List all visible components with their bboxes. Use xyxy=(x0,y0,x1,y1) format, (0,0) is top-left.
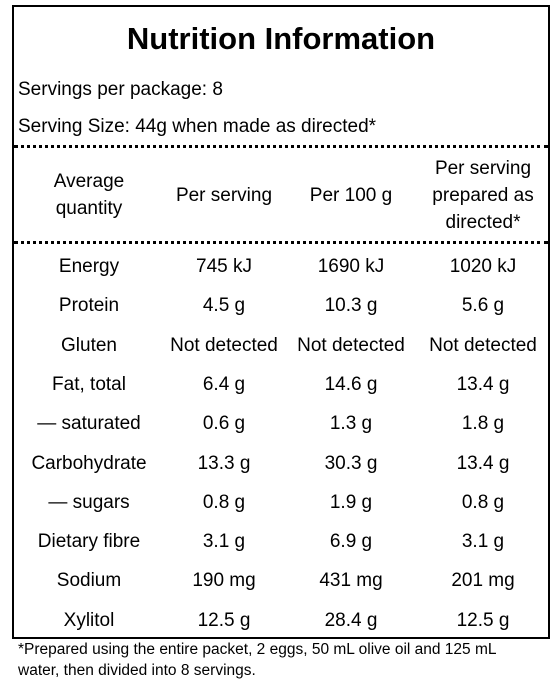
nutrient-label: — sugars xyxy=(48,491,130,513)
divider xyxy=(14,241,548,244)
nutrient-label: Gluten xyxy=(61,334,117,356)
value-cell: 190 mg xyxy=(192,570,256,592)
value-cell: 1690 kJ xyxy=(317,256,385,277)
value-cell: 0.6 g xyxy=(202,413,246,435)
title: Nutrition Information xyxy=(126,21,436,56)
nutrient-label: Xylitol xyxy=(63,609,115,631)
footnote: *Prepared using the entire packet, 2 egg… xyxy=(18,641,496,679)
value-cell: 30.3 g xyxy=(324,452,378,474)
value-cell: 3.1 g xyxy=(202,531,246,553)
value-cell: 12.5 g xyxy=(197,609,251,631)
value-cell: 4.5 g xyxy=(202,295,246,317)
nutrient-label: Carbohydrate xyxy=(31,452,147,474)
value-cell: 13.4 g xyxy=(456,373,510,395)
column-header: Per serving xyxy=(175,184,273,206)
divider xyxy=(14,145,548,148)
serving-size: Serving Size: 44g when made as directed* xyxy=(18,116,377,137)
value-cell: 5.6 g xyxy=(461,295,505,317)
nutrient-label: — saturated xyxy=(37,413,141,435)
nutrient-label: Fat, total xyxy=(52,373,126,395)
column-header: Per 100 g xyxy=(309,184,393,206)
value-cell: 0.8 g xyxy=(461,491,505,513)
value-cell: 201 mg xyxy=(451,570,515,592)
value-cell: Not detected xyxy=(297,334,405,356)
value-cell: 10.3 g xyxy=(324,295,378,317)
value-cell: 1.9 g xyxy=(329,491,373,513)
nutrient-label: Protein xyxy=(58,295,120,317)
value-cell: Not detected xyxy=(170,334,278,356)
value-cell: 1.3 g xyxy=(329,413,373,435)
nutrition-panel: Nutrition Information Servings per packa… xyxy=(12,5,550,639)
value-cell: 13.3 g xyxy=(197,452,251,474)
nutrient-label: Dietary fibre xyxy=(37,531,141,553)
value-cell: Not detected xyxy=(429,334,537,356)
value-cell: 6.9 g xyxy=(329,531,373,553)
value-cell: 431 mg xyxy=(319,570,383,592)
value-cell: 745 kJ xyxy=(196,256,252,277)
value-cell: 1020 kJ xyxy=(449,256,517,277)
nutrient-label: Energy xyxy=(58,256,120,277)
value-cell: 28.4 g xyxy=(324,609,378,631)
value-cell: 12.5 g xyxy=(456,609,510,631)
nutrient-label: Sodium xyxy=(56,570,122,592)
value-cell: 3.1 g xyxy=(461,531,505,553)
value-cell: 13.4 g xyxy=(456,452,510,474)
value-cell: 14.6 g xyxy=(324,373,378,395)
value-cell: 1.8 g xyxy=(461,413,505,435)
column-header: Per serving prepared as directed* xyxy=(432,157,534,233)
value-cell: 6.4 g xyxy=(202,373,246,395)
column-header: Average quantity xyxy=(53,171,125,219)
servings: Servings per package: 8 xyxy=(18,79,223,100)
value-cell: 0.8 g xyxy=(202,491,246,513)
